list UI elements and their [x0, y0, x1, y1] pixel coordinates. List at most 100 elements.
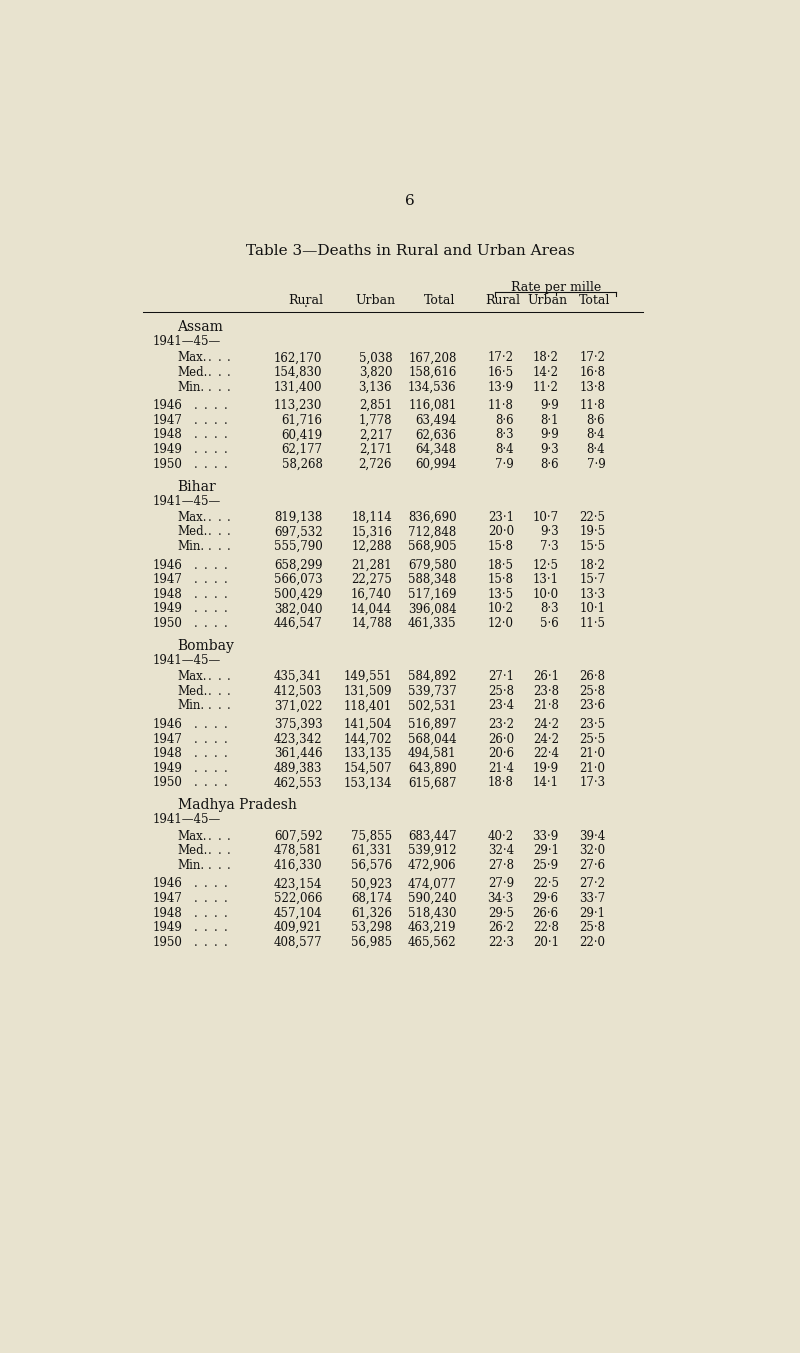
Text: 149,551: 149,551 [344, 670, 392, 683]
Text: 1949: 1949 [153, 602, 182, 616]
Text: .: . [203, 429, 207, 441]
Text: .: . [214, 429, 218, 441]
Text: .: . [214, 559, 218, 571]
Text: 11·5: 11·5 [579, 617, 606, 630]
Text: 29·1: 29·1 [533, 844, 558, 858]
Text: .: . [214, 718, 218, 731]
Text: 2,726: 2,726 [358, 457, 392, 471]
Text: 25·8: 25·8 [488, 685, 514, 698]
Text: 22·5: 22·5 [533, 877, 558, 890]
Text: .: . [194, 414, 197, 426]
Text: .: . [214, 877, 218, 890]
Text: 462,553: 462,553 [274, 777, 322, 790]
Text: 24·2: 24·2 [533, 718, 558, 731]
Text: .: . [224, 718, 227, 731]
Text: .: . [224, 762, 227, 775]
Text: 16·8: 16·8 [579, 367, 606, 379]
Text: 1947: 1947 [153, 732, 182, 746]
Text: Med.: Med. [178, 685, 208, 698]
Text: .: . [203, 777, 207, 790]
Text: 32·0: 32·0 [579, 844, 606, 858]
Text: 423,342: 423,342 [274, 732, 322, 746]
Text: .: . [203, 559, 207, 571]
Text: 23·6: 23·6 [579, 700, 606, 713]
Text: 371,022: 371,022 [274, 700, 322, 713]
Text: 489,383: 489,383 [274, 762, 322, 775]
Text: 62,636: 62,636 [415, 429, 457, 441]
Text: .: . [203, 732, 207, 746]
Text: 154,830: 154,830 [274, 367, 322, 379]
Text: .: . [226, 380, 230, 394]
Text: 21·0: 21·0 [579, 762, 606, 775]
Text: 522,066: 522,066 [274, 892, 322, 905]
Text: 64,348: 64,348 [415, 442, 457, 456]
Text: 13·9: 13·9 [488, 380, 514, 394]
Text: .: . [208, 540, 212, 553]
Text: 1946: 1946 [153, 877, 182, 890]
Text: 63,494: 63,494 [415, 414, 457, 426]
Text: 167,208: 167,208 [408, 352, 457, 364]
Text: 1948: 1948 [153, 907, 182, 920]
Text: 14·1: 14·1 [533, 777, 558, 790]
Text: 2,851: 2,851 [358, 399, 392, 413]
Text: 58,268: 58,268 [282, 457, 322, 471]
Text: .: . [203, 602, 207, 616]
Text: 18·2: 18·2 [579, 559, 606, 571]
Text: 27·6: 27·6 [579, 859, 606, 871]
Text: 416,330: 416,330 [274, 859, 322, 871]
Text: Total: Total [424, 295, 455, 307]
Text: .: . [194, 936, 197, 948]
Text: .: . [214, 602, 218, 616]
Text: .: . [214, 762, 218, 775]
Text: 29·5: 29·5 [488, 907, 514, 920]
Text: 1941—45—: 1941—45— [153, 653, 221, 667]
Text: .: . [224, 574, 227, 586]
Text: 382,040: 382,040 [274, 602, 322, 616]
Text: .: . [194, 718, 197, 731]
Text: .: . [224, 777, 227, 790]
Text: 116,081: 116,081 [408, 399, 457, 413]
Text: 26·8: 26·8 [579, 670, 606, 683]
Text: 13·8: 13·8 [579, 380, 606, 394]
Text: 607,592: 607,592 [274, 829, 322, 843]
Text: Bihar: Bihar [178, 479, 216, 494]
Text: 23·1: 23·1 [488, 511, 514, 524]
Text: 566,073: 566,073 [274, 574, 322, 586]
Text: .: . [214, 587, 218, 601]
Text: 8·3: 8·3 [495, 429, 514, 441]
Text: 1946: 1946 [153, 559, 182, 571]
Text: .: . [208, 352, 212, 364]
Text: 516,897: 516,897 [408, 718, 457, 731]
Text: .: . [224, 399, 227, 413]
Text: .: . [203, 921, 207, 934]
Text: .: . [194, 457, 197, 471]
Text: Max.: Max. [178, 352, 207, 364]
Text: 9·3: 9·3 [540, 525, 558, 538]
Text: .: . [226, 352, 230, 364]
Text: 141,504: 141,504 [344, 718, 392, 731]
Text: .: . [218, 380, 222, 394]
Text: 1947: 1947 [153, 574, 182, 586]
Text: 13·5: 13·5 [488, 587, 514, 601]
Text: 12·5: 12·5 [533, 559, 558, 571]
Text: .: . [218, 700, 222, 713]
Text: .: . [224, 892, 227, 905]
Text: 446,547: 446,547 [274, 617, 322, 630]
Text: .: . [214, 777, 218, 790]
Text: 409,921: 409,921 [274, 921, 322, 934]
Text: 56,985: 56,985 [351, 936, 392, 948]
Text: 34·3: 34·3 [488, 892, 514, 905]
Text: 23·8: 23·8 [533, 685, 558, 698]
Text: 1941—45—: 1941—45— [153, 336, 221, 348]
Text: .: . [194, 442, 197, 456]
Text: .: . [214, 732, 218, 746]
Text: 10·7: 10·7 [533, 511, 558, 524]
Text: 15·8: 15·8 [488, 574, 514, 586]
Text: .: . [203, 762, 207, 775]
Text: 5·6: 5·6 [540, 617, 558, 630]
Text: 21,281: 21,281 [351, 559, 392, 571]
Text: .: . [203, 718, 207, 731]
Text: .: . [218, 367, 222, 379]
Text: 13·1: 13·1 [533, 574, 558, 586]
Text: 13·3: 13·3 [579, 587, 606, 601]
